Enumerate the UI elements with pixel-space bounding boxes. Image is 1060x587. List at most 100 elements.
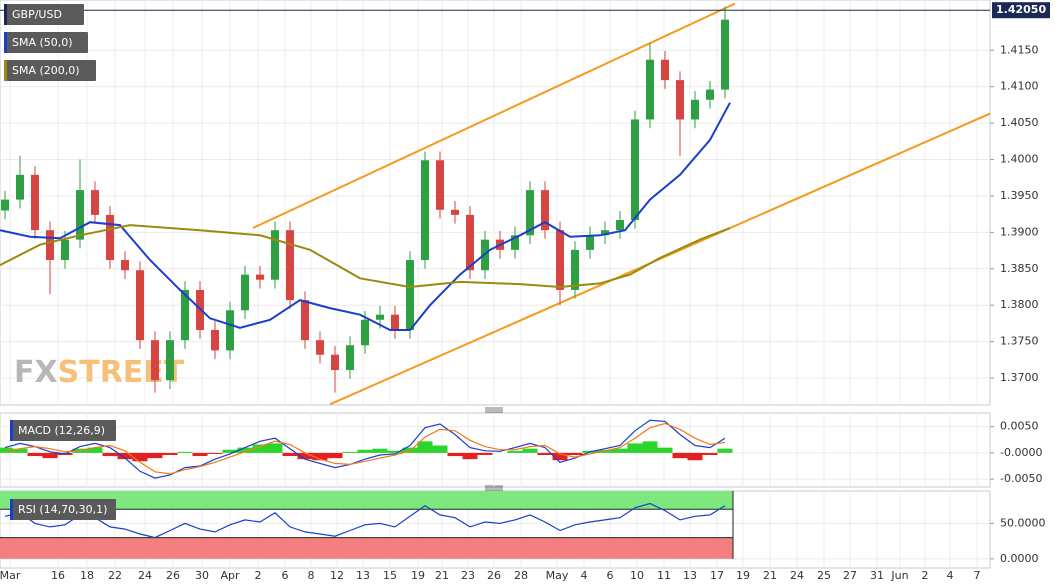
candle-body xyxy=(1,199,9,211)
price-panel xyxy=(0,0,991,406)
histogram-bar xyxy=(462,452,478,460)
x-tick-label: 28 xyxy=(514,569,528,582)
x-tick-label: 19 xyxy=(411,569,425,582)
legend-box xyxy=(4,32,88,53)
y-tick-label: 1.3750 xyxy=(1000,335,1039,348)
x-tick-label: 26 xyxy=(166,569,180,582)
x-tick-label: 22 xyxy=(108,569,122,582)
x-tick-label: 17 xyxy=(710,569,724,582)
x-tick-label: 24 xyxy=(138,569,152,582)
candle-body xyxy=(256,274,264,280)
histogram-bar xyxy=(0,447,13,453)
x-tick-label: 8 xyxy=(308,569,315,582)
histogram-bar xyxy=(507,450,523,453)
legend-label: MACD (12,26,9) xyxy=(18,424,105,437)
histogram-bar xyxy=(672,452,688,459)
histogram-bar xyxy=(312,452,328,461)
legend-swatch xyxy=(4,60,7,81)
legend-box xyxy=(4,60,96,81)
resize-handle[interactable] xyxy=(485,407,503,413)
sma-line xyxy=(0,224,731,289)
candle-body xyxy=(76,190,84,240)
x-tick-label: 21 xyxy=(435,569,449,582)
overbought-zone xyxy=(0,491,733,510)
candle-body xyxy=(226,310,234,351)
last-price-label: 1.42050 xyxy=(996,3,1046,16)
histogram-bar xyxy=(147,452,163,459)
histogram-bar xyxy=(657,447,673,453)
candle-body xyxy=(151,340,159,381)
y-tick-label: -0.0050 xyxy=(1000,472,1042,485)
histogram-bar xyxy=(12,448,28,453)
candle-body xyxy=(301,300,309,341)
histogram-bar xyxy=(702,452,718,455)
candle-body xyxy=(421,160,429,261)
y-tick-label: 1.3850 xyxy=(1000,262,1039,275)
histogram-bar xyxy=(612,448,628,453)
y-tick-label: 1.4100 xyxy=(1000,80,1039,93)
legend-box xyxy=(4,4,84,25)
histogram-bar xyxy=(627,443,643,453)
legend-swatch xyxy=(10,499,13,520)
x-tick-label: 4 xyxy=(947,569,954,582)
watermark: FXSTREET xyxy=(14,355,185,390)
legend-label: RSI (14,70,30,1) xyxy=(18,503,107,516)
candle-body xyxy=(46,230,54,261)
x-tick-label: 25 xyxy=(817,569,831,582)
x-tick-label: 21 xyxy=(763,569,777,582)
candle-body xyxy=(586,235,594,250)
histogram-bar xyxy=(27,452,43,457)
candle-body xyxy=(376,314,384,320)
x-tick-label: 24 xyxy=(790,569,804,582)
x-tick-label: 2 xyxy=(922,569,929,582)
x-tick-label: Apr xyxy=(220,569,240,582)
x-tick-label: 4 xyxy=(581,569,588,582)
legend-label: GBP/USD xyxy=(12,8,62,21)
candle-body xyxy=(706,89,714,100)
macd-panel xyxy=(0,412,991,488)
x-tick-label: Mar xyxy=(0,569,21,582)
x-tick-label: 7 xyxy=(974,569,981,582)
macd-line xyxy=(4,419,726,479)
candle-body xyxy=(16,174,24,200)
histogram-bar xyxy=(477,452,493,455)
x-tick-label: 19 xyxy=(736,569,750,582)
candle-body xyxy=(346,345,354,371)
candle-body xyxy=(271,230,279,280)
histogram-bar xyxy=(162,452,178,455)
histogram-bar xyxy=(342,451,358,453)
candle-body xyxy=(331,354,339,371)
histogram-bar xyxy=(522,448,538,453)
watermark-prefix: FX xyxy=(14,355,58,390)
histogram-bar xyxy=(87,447,103,453)
candle-body xyxy=(286,230,294,301)
histogram-bar xyxy=(447,452,463,457)
candle-body xyxy=(451,209,459,215)
candle-body xyxy=(316,340,324,355)
candle-body xyxy=(526,190,534,236)
y-tick-label: 1.4050 xyxy=(1000,116,1039,129)
y-tick-label: -0.0000 xyxy=(1000,446,1042,459)
y-tick-label: 0.0000 xyxy=(1000,552,1039,565)
legend-box xyxy=(10,420,116,441)
candle-body xyxy=(31,174,39,231)
histogram-bar xyxy=(372,448,388,453)
candle-body xyxy=(391,314,399,330)
histogram-bar xyxy=(537,452,553,455)
x-tick-label: 16 xyxy=(51,569,65,582)
y-tick-label: 1.4150 xyxy=(1000,43,1039,56)
candle-body xyxy=(166,340,174,381)
x-tick-label: 6 xyxy=(282,569,289,582)
signal-line xyxy=(4,422,726,475)
histogram-bar xyxy=(432,445,448,453)
candle-body xyxy=(241,274,249,311)
y-tick-label: 1.3700 xyxy=(1000,371,1039,384)
rsi-line xyxy=(4,502,726,539)
candle-body xyxy=(691,99,699,120)
candle-body xyxy=(541,190,549,231)
x-tick-label: 23 xyxy=(461,569,475,582)
histogram-bar xyxy=(192,452,208,457)
x-tick-label: May xyxy=(546,569,569,582)
candle-body xyxy=(136,270,144,341)
x-tick-label: 13 xyxy=(683,569,697,582)
